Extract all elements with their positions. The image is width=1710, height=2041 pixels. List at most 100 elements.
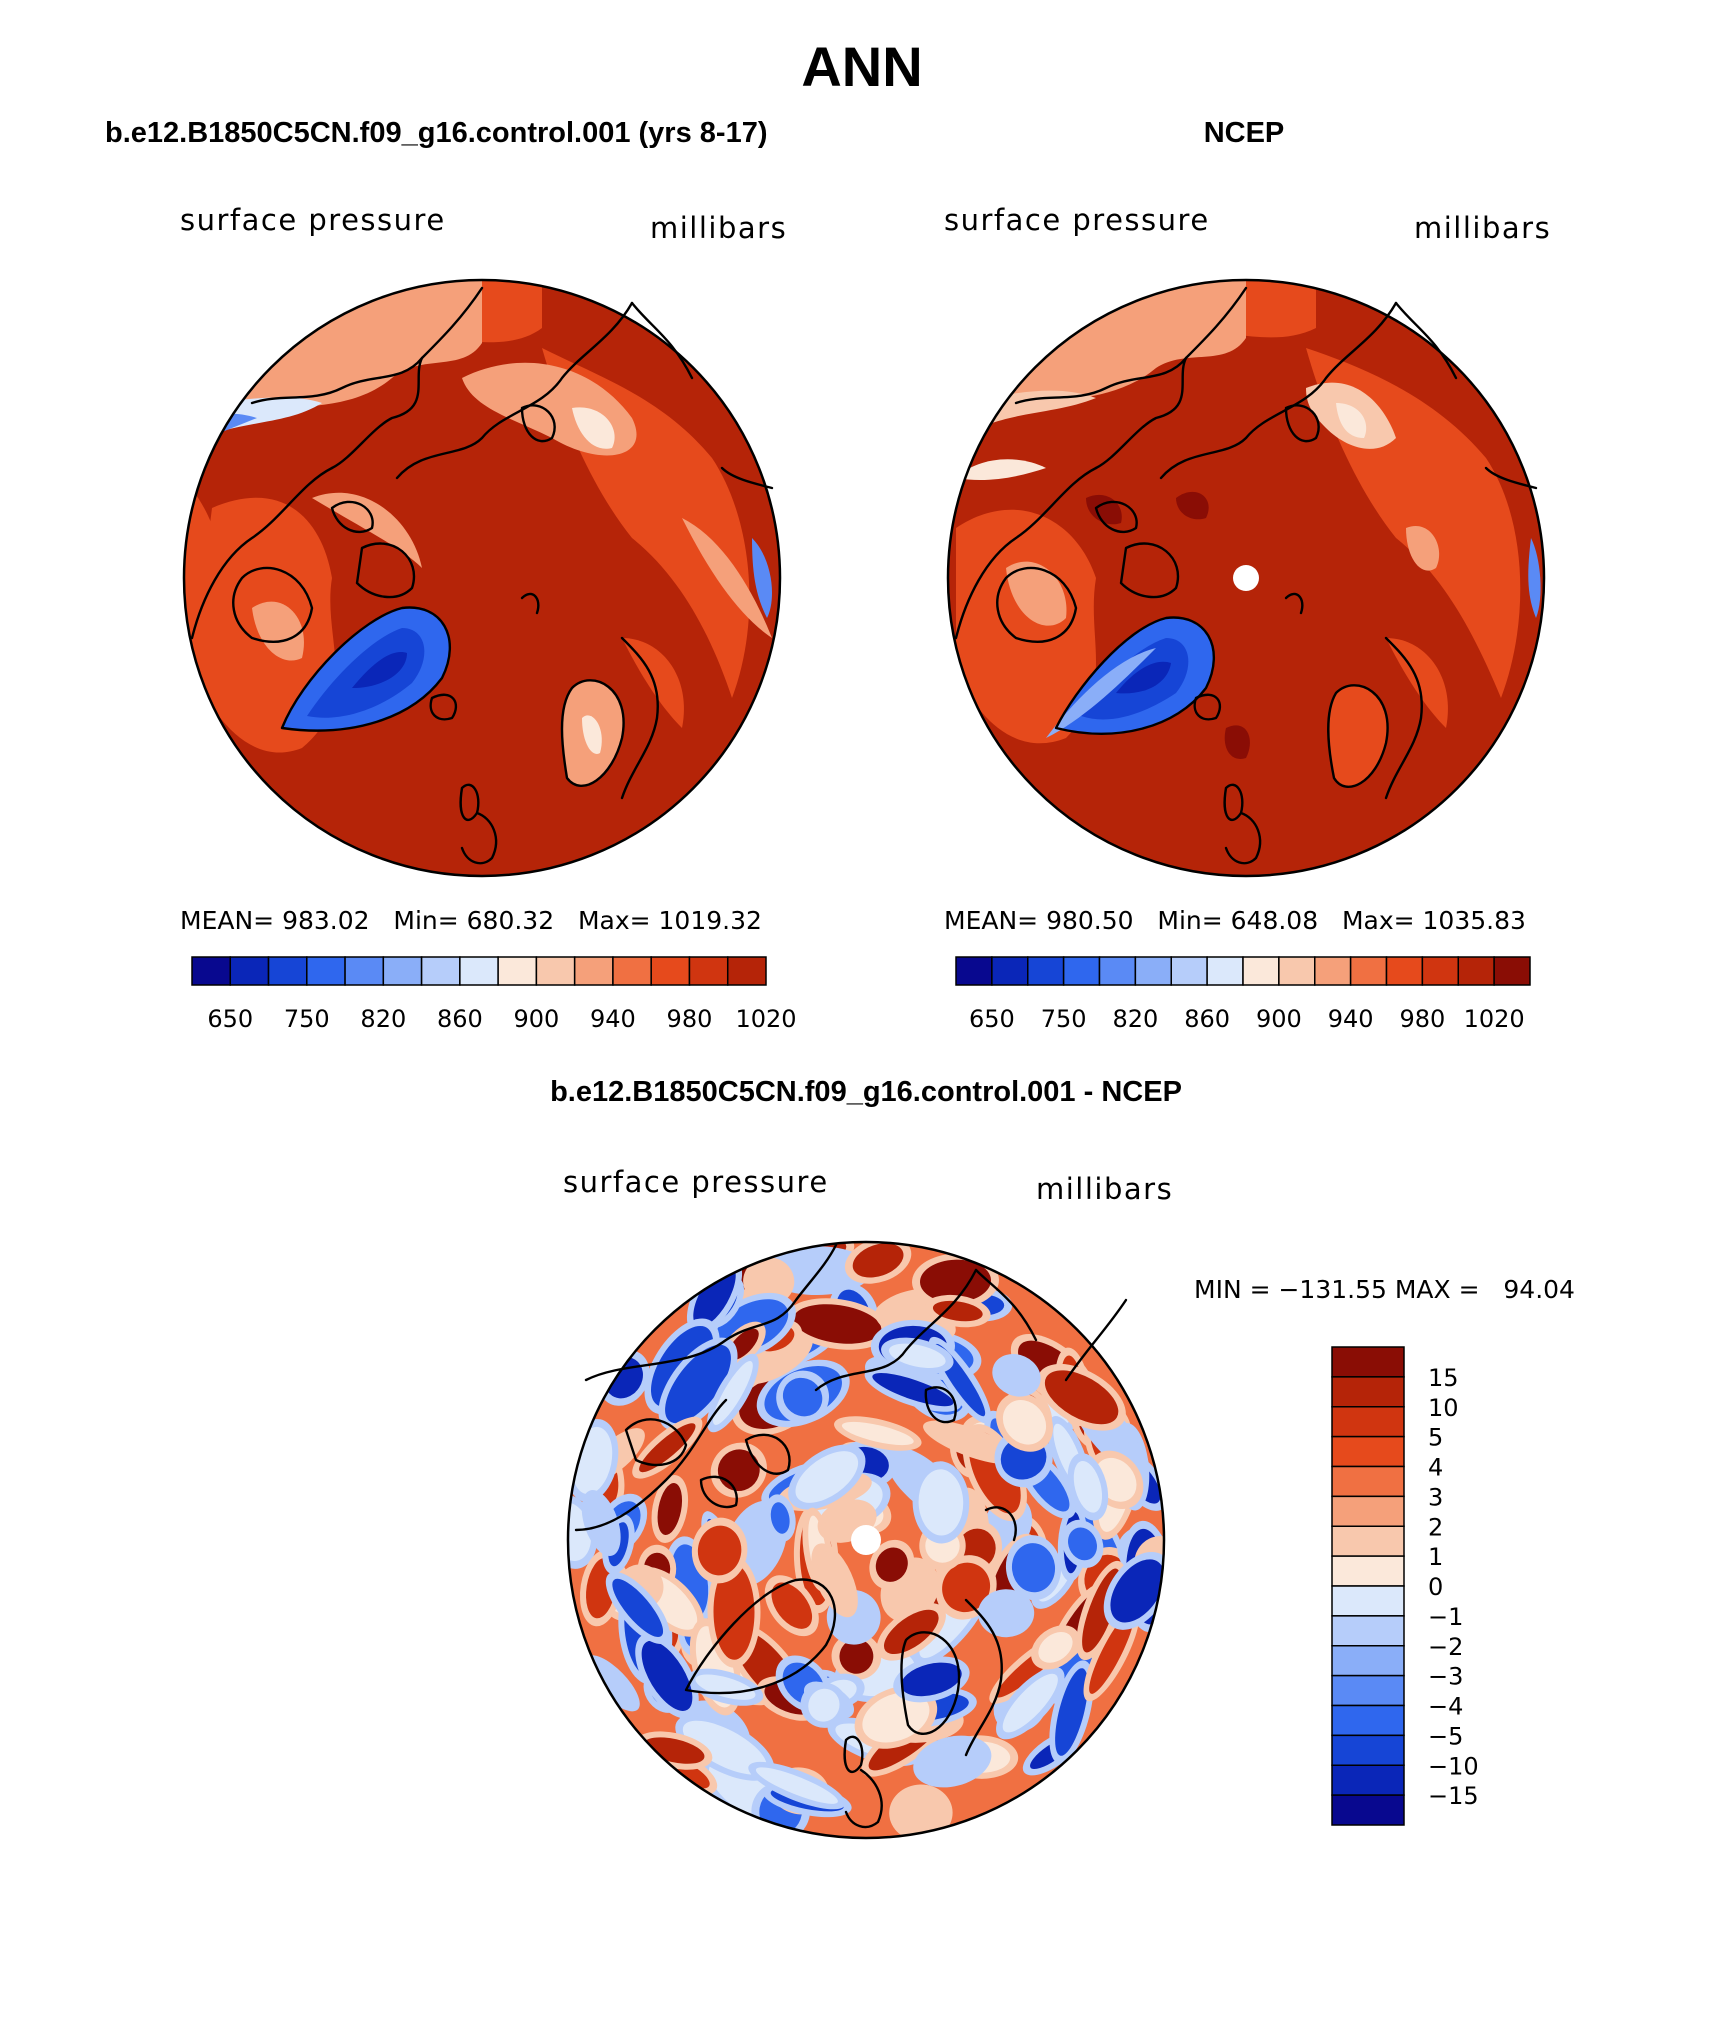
colorbar-box (191, 956, 232, 986)
panel-ncep-variable-label: surface pressure (944, 203, 1210, 237)
colorbar-box (382, 956, 423, 986)
panel-model: b.e12.B1850C5CN.f09_g16.control.001 (yrs… (105, 117, 797, 1033)
diff-contour-blob (808, 1688, 840, 1722)
panel-model-stats: MEAN= 983.02 Min= 680.32 Max= 1019.32 (180, 906, 762, 935)
panel-difference-map (566, 1240, 1166, 1840)
colorbar-tick-label: 650 (969, 1005, 1015, 1033)
colorbar-box (650, 956, 691, 986)
colorbar-box (1349, 956, 1388, 986)
colorbar-tick-label: −15 (1428, 1782, 1479, 1810)
panel-ncep: NCEP surface pressure millibars (944, 117, 1550, 1033)
colorbar-box (1314, 956, 1352, 986)
colorbar-tick-label: 750 (1041, 1005, 1087, 1033)
field-patch (572, 407, 615, 449)
colorbar-box (535, 956, 576, 986)
colorbar-tick-label: 2 (1428, 1513, 1443, 1541)
diff-contour-blob (641, 1640, 693, 1711)
panel-ncep-stats: MEAN= 980.50 Min= 648.08 Max= 1035.83 (944, 906, 1526, 935)
colorbar-box (1331, 1615, 1405, 1647)
diff-contour-blob (657, 1482, 683, 1536)
colorbar-box (1331, 1674, 1405, 1707)
field-patch (352, 652, 407, 688)
colorbar-box (459, 956, 499, 986)
colorbar-box (1331, 1376, 1405, 1408)
field-patch (1006, 561, 1067, 626)
diff-contour-blob (942, 1562, 991, 1613)
colorbar-box (1242, 956, 1280, 986)
colorbar-box (612, 956, 652, 986)
panel-model-map (182, 278, 782, 878)
colorbar-box (1331, 1794, 1405, 1826)
colorbar-tick-label: 5 (1428, 1424, 1443, 1452)
colorbar-box (688, 956, 729, 986)
colorbar-tick-label: −10 (1428, 1752, 1479, 1780)
panel-difference-header: b.e12.B1850C5CN.f09_g16.control.001 - NC… (550, 1076, 1182, 1108)
colorbar-box (344, 956, 385, 986)
colorbar-box (1331, 1555, 1405, 1587)
panel-model-header: b.e12.B1850C5CN.f09_g16.control.001 (yrs… (105, 117, 767, 149)
colorbar-box (1331, 1525, 1405, 1557)
coastlines (954, 286, 1538, 865)
field-patch (752, 538, 772, 618)
colorbar-box (726, 956, 767, 986)
diff-contour-blob (793, 1304, 882, 1344)
colorbar-box (1331, 1704, 1405, 1737)
field-patch (956, 459, 1046, 480)
colorbar-tick-label: 15 (1428, 1364, 1459, 1392)
panel-model-colorbar: 650 750 820 860 900 940 980 1020 (191, 956, 797, 1033)
coastlines (574, 1243, 1128, 1829)
panel-difference-units-label: millibars (1036, 1172, 1173, 1206)
diff-contour-blob (999, 1360, 1034, 1391)
diff-contour-blob (1002, 1400, 1047, 1445)
diff-contour-blob (1110, 1559, 1164, 1623)
colorbar-tick-label: 1020 (1464, 1005, 1525, 1033)
diff-contour-blob (695, 1674, 756, 1700)
diff-contour-blob (612, 1578, 664, 1638)
colorbar-tick-label: 10 (1428, 1394, 1459, 1422)
diff-contour-blob (897, 1790, 945, 1836)
diff-contour-blob (770, 1502, 790, 1534)
colorbar-box (955, 956, 993, 986)
diff-contour-blob (1089, 1611, 1135, 1694)
colorbar-tick-label: 1 (1428, 1543, 1443, 1571)
pole-hole (851, 1525, 881, 1555)
diff-contour-blob (839, 1639, 874, 1674)
diff-contour-blob (1073, 1460, 1103, 1513)
diff-contour-blob (930, 1425, 1012, 1459)
colorbar-tick-label: 650 (207, 1005, 253, 1033)
field-patch (1386, 638, 1448, 728)
coastlines (190, 286, 774, 865)
colorbar-tick-label: −3 (1428, 1663, 1463, 1691)
diff-contour-blob (782, 1377, 823, 1417)
colorbar-box (573, 956, 614, 986)
diff-contour-blob (586, 1557, 617, 1619)
diff-contour-blob (712, 1361, 753, 1425)
colorbar-tick-label: 940 (590, 1005, 636, 1033)
diff-contour-blob (918, 1469, 964, 1536)
diff-contour-blob (587, 1497, 615, 1549)
colorbar-box (1331, 1764, 1405, 1796)
colorbar-box (1027, 956, 1065, 986)
diff-contour-blob (665, 1344, 731, 1424)
panel-difference-stats: MIN = −131.55 MAX = 94.04 (1194, 1275, 1575, 1304)
colorbar-box (1098, 956, 1137, 986)
diff-contour-blob (875, 1547, 908, 1582)
colorbar-tick-label: −4 (1428, 1693, 1463, 1721)
diff-contour-blob (852, 1243, 904, 1278)
diff-contour-blob (1002, 1673, 1058, 1733)
diff-contour-blob (755, 1767, 838, 1804)
colorbar-box (1457, 956, 1495, 986)
diff-contour-blob (1011, 1543, 1056, 1593)
colorbar-box (1331, 1346, 1405, 1378)
colorbar-tick-label: 1020 (735, 1005, 796, 1033)
panel-difference-variable-label: surface pressure (563, 1165, 829, 1199)
panel-ncep-header: NCEP (1204, 117, 1285, 149)
colorbar-box (420, 956, 461, 986)
diff-contour-blob (883, 1609, 939, 1655)
diff-contour-blob (1044, 1370, 1119, 1425)
colorbar-box (1331, 1734, 1405, 1766)
field-patch (1328, 685, 1388, 787)
field-patch (1116, 661, 1171, 694)
colorbar-tick-label: 820 (360, 1005, 406, 1033)
